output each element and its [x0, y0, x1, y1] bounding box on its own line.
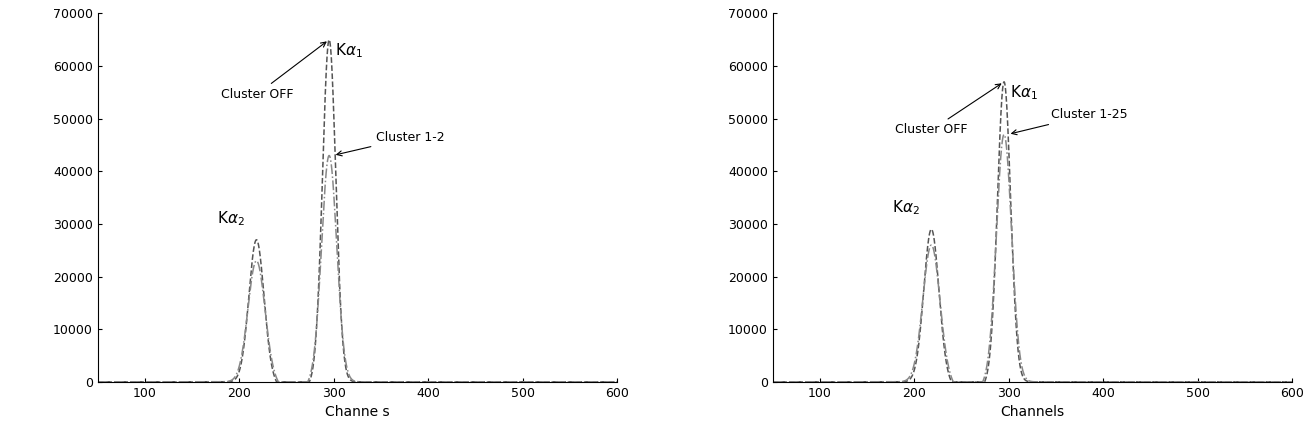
Text: Cluster OFF: Cluster OFF	[221, 42, 326, 101]
Text: Cluster OFF: Cluster OFF	[895, 84, 1001, 136]
Text: K$\mathit{\alpha}$$_{1}$: K$\mathit{\alpha}$$_{1}$	[335, 41, 363, 60]
Text: K$\mathit{\alpha}$$_{2}$: K$\mathit{\alpha}$$_{2}$	[891, 198, 920, 217]
Text: Cluster 1-25: Cluster 1-25	[1011, 108, 1128, 135]
Text: Cluster 1-2: Cluster 1-2	[337, 131, 445, 156]
X-axis label: Channe s: Channe s	[325, 405, 390, 419]
Text: K$\mathit{\alpha}$$_{1}$: K$\mathit{\alpha}$$_{1}$	[1010, 83, 1037, 102]
Text: K$\mathit{\alpha}$$_{2}$: K$\mathit{\alpha}$$_{2}$	[217, 210, 245, 228]
X-axis label: Channels: Channels	[1001, 405, 1065, 419]
